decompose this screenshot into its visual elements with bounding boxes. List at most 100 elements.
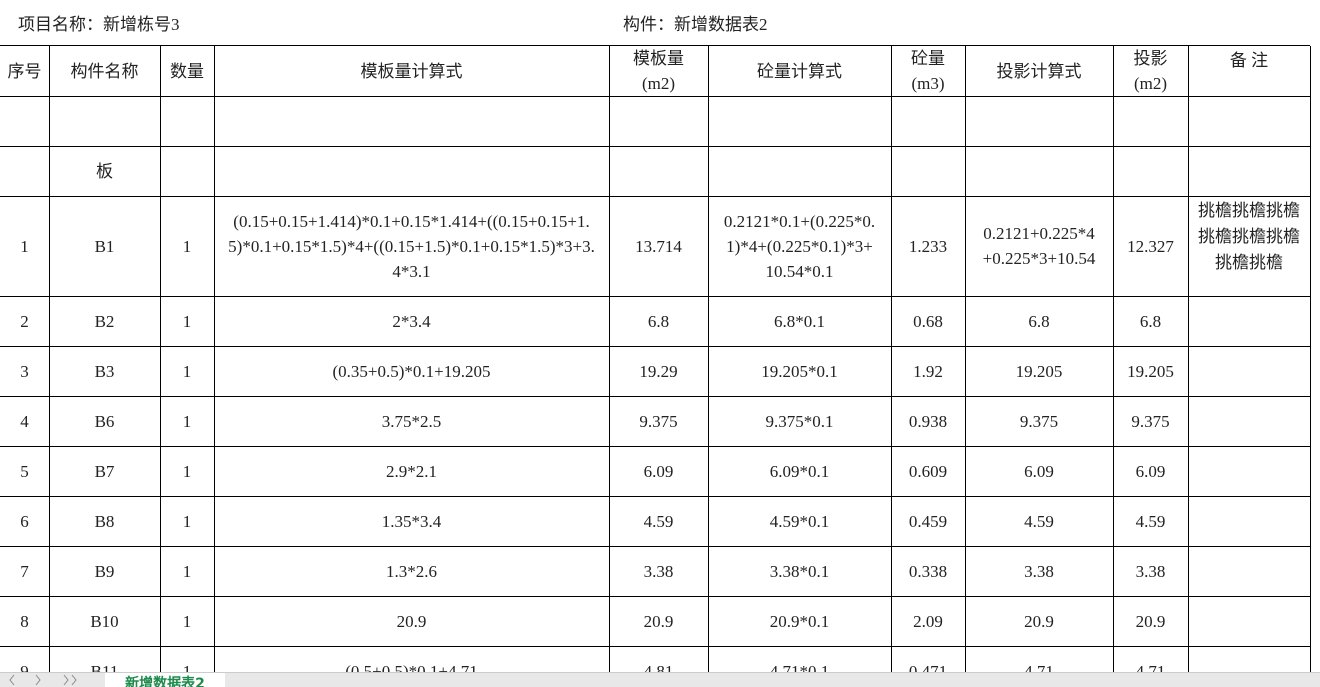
grid-top-border [0,45,1310,46]
table-cell: B6 [49,396,161,447]
table-cell: 0.938 [891,396,966,447]
empty-cell [1188,546,1311,597]
table-cell: 4.59 [965,496,1114,547]
table-cell: 1 [160,396,215,447]
table-cell: 6.8 [609,296,709,347]
empty-cell [891,146,966,197]
table-cell: 1.92 [891,346,966,397]
table-cell: 2.9*2.1 [214,446,610,497]
empty-cell [708,96,892,147]
table-cell: 1 [0,196,50,297]
table-cell: 0.471 [891,646,966,672]
table-cell: 7 [0,546,50,597]
table-cell: 3.38*0.1 [708,546,892,597]
table-cell: 6.8 [965,296,1114,347]
table-cell: 4 [0,396,50,447]
empty-cell [1188,646,1311,672]
table-cell: 12.327 [1113,196,1189,297]
table-cell: 9.375 [965,396,1114,447]
empty-cell [1188,146,1311,197]
table-cell: 20.9 [965,596,1114,647]
table-cell: B10 [49,596,161,647]
table-cell: B8 [49,496,161,547]
table-cell: 1 [160,196,215,297]
table-cell: 4.71 [1113,646,1189,672]
project-name: 项目名称：新增栋号3 [18,15,180,34]
table-cell: 6.09 [609,446,709,497]
column-header: 序号 [0,46,50,97]
table-cell: 1 [160,346,215,397]
table-cell: 4.59*0.1 [708,496,892,547]
table-cell: 4.59 [609,496,709,547]
empty-cell [1188,596,1311,647]
table-cell: 0.2121+0.225*4+0.225*3+10.54 [965,196,1114,297]
table-cell: 0.2121*0.1+(0.225*0.1)*4+(0.225*0.1)*3+1… [708,196,892,297]
sheet-tab[interactable]: 新增数据表2 [105,673,225,687]
empty-cell [1113,146,1189,197]
table-cell: 6.8*0.1 [708,296,892,347]
empty-cell [891,96,966,147]
empty-cell [1113,96,1189,147]
table-cell: 0.68 [891,296,966,347]
column-header: 模板量计算式 [214,46,610,97]
table-cell: 2*3.4 [214,296,610,347]
sheet-tab-bar: 新增数据表2 [0,672,1320,687]
data-grid: 序号 构件名称 数量 模板量计算式 模板量 (m2) 砼量计算式 砼量 (m3) 投影计算式投… [0,45,1311,672]
table-cell: 1 [160,596,215,647]
table-cell: B9 [49,546,161,597]
table-cell: 1.3*2.6 [214,546,610,597]
column-header: 数量 [160,46,215,97]
column-header: 构件名称 [49,46,161,97]
table-cell: (0.15+0.15+1.414)*0.1+0.15*1.414+((0.15+… [214,196,610,297]
table-cell: 3.38 [1113,546,1189,597]
table-cell: 5 [0,446,50,497]
table-cell: B7 [49,446,161,497]
table-cell: 20.9 [1113,596,1189,647]
column-header: 投影 (m2) [1113,46,1189,97]
table-cell: 13.714 [609,196,709,297]
table-cell: 9.375 [1113,396,1189,447]
empty-cell [214,96,610,147]
table-cell: 19.205*0.1 [708,346,892,397]
table-cell: 20.9 [214,596,610,647]
table-cell: B3 [49,346,161,397]
table-cell: 4.59 [1113,496,1189,547]
table-cell: 8 [0,596,50,647]
empty-cell [160,96,215,147]
empty-cell [1188,96,1311,147]
empty-cell [1188,396,1311,447]
table-cell: 3.75*2.5 [214,396,610,447]
empty-cell [0,146,50,197]
table-cell: B11 [49,646,161,672]
table-cell: 4.81 [609,646,709,672]
table-cell: 20.9 [609,596,709,647]
empty-cell [49,96,161,147]
empty-cell [214,146,610,197]
empty-cell [609,146,709,197]
table-cell: 1 [160,546,215,597]
table-cell: B2 [49,296,161,347]
table-cell: 0.609 [891,446,966,497]
table-cell: 20.9*0.1 [708,596,892,647]
table-cell: 0.459 [891,496,966,547]
column-header: 砼量计算式 [708,46,892,97]
table-cell: 19.205 [965,346,1114,397]
tab-nav[interactable] [0,673,90,687]
table-cell: (0.35+0.5)*0.1+19.205 [214,346,610,397]
table-cell: 6.09 [1113,446,1189,497]
column-header: 砼量 (m3) [891,46,966,97]
empty-cell [708,146,892,197]
table-cell: 4.71*0.1 [708,646,892,672]
table-cell: 1 [160,296,215,347]
column-header: 备 注 [1188,46,1311,97]
table-cell: 1 [160,646,215,672]
table-cell: 6.09*0.1 [708,446,892,497]
table-cell: 3 [0,346,50,397]
empty-cell [1188,446,1311,497]
empty-cell [609,96,709,147]
table-cell: 6 [0,496,50,547]
table-cell: 2 [0,296,50,347]
table-cell: 0.338 [891,546,966,597]
table-cell: 1.35*3.4 [214,496,610,547]
